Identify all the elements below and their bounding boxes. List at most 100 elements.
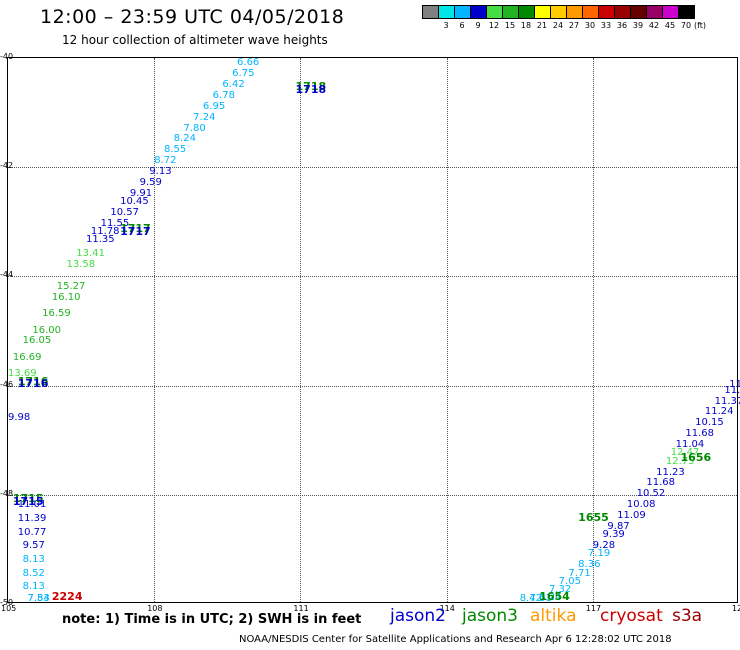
scale-label: 39 <box>632 21 644 30</box>
grid-line-lon <box>154 58 156 602</box>
scale-label: 6 <box>459 21 465 30</box>
swh-value: 8.24 <box>539 592 562 604</box>
pass-time-label: 1656 <box>680 451 712 465</box>
pass-time-label: 1654 <box>539 590 570 604</box>
pass-time-label: 1716 <box>17 374 49 388</box>
swh-value: 7.84 <box>27 593 50 604</box>
swh-value: 7.24 <box>193 111 216 123</box>
scale-label: 36 <box>616 21 628 30</box>
swh-value: 8.55 <box>163 144 187 156</box>
swh-value: 8.42 <box>519 593 542 604</box>
swh-value: 11.19 <box>724 384 740 396</box>
swh-value: 11.04 <box>675 439 705 451</box>
scale-swatch <box>646 5 663 19</box>
lat-tick-label: -42 <box>0 161 14 171</box>
scale-label: 21 <box>536 21 548 30</box>
grid-line-lon <box>446 58 448 602</box>
swh-value: 10.57 <box>110 207 139 219</box>
color-scale <box>422 5 695 19</box>
scale-label: 42 <box>648 21 660 30</box>
swh-value: 13.58 <box>66 259 96 271</box>
chart-title: 12:00 – 23:59 UTC 04/05/2018 <box>40 6 345 28</box>
pass-time-label: 1718 <box>295 79 327 93</box>
swh-value: 11.09 <box>617 510 646 522</box>
swh-value: 9.57 <box>22 540 45 552</box>
footer-credit: NOAA/NESDIS Center for Satellite Applica… <box>239 634 672 645</box>
scale-swatch <box>486 5 503 19</box>
scale-swatch <box>566 5 583 19</box>
scale-label: 12 <box>488 21 500 30</box>
swh-value: 9.91 <box>129 188 153 200</box>
scale-unit: (ft) <box>693 21 707 30</box>
swh-value: 9.39 <box>602 529 625 541</box>
scale-label: 15 <box>504 21 516 30</box>
scale-swatch <box>438 5 455 19</box>
swh-value: 11.78 <box>90 226 120 238</box>
scale-swatch <box>502 5 519 19</box>
scale-swatch <box>550 5 567 19</box>
pass-time-label: 1718 <box>295 82 327 96</box>
satellite-legend-s3a: s3a <box>672 606 703 626</box>
scale-swatch <box>630 5 647 19</box>
scale-swatch <box>470 5 487 19</box>
scale-swatch <box>454 5 471 19</box>
swh-value: 12.75 <box>665 455 695 467</box>
swh-value: 12.47 <box>670 447 700 459</box>
lat-tick-label: -40 <box>0 52 14 61</box>
lon-tick-label: 117 <box>585 604 602 613</box>
swh-value: 8.24 <box>173 133 196 145</box>
swh-value: 16.59 <box>42 308 71 320</box>
swh-value: 6.95 <box>202 100 226 112</box>
scale-label: 33 <box>600 21 612 30</box>
swh-value: 8.52 <box>22 567 45 579</box>
swh-value: 11.55 <box>100 218 130 230</box>
grid-line-lon <box>300 58 302 602</box>
swh-value: 8.36 <box>578 559 601 571</box>
scale-swatch <box>614 5 631 19</box>
swh-value: 7.19 <box>587 548 611 560</box>
lon-tick-label: 114 <box>439 604 455 613</box>
swh-value: 9.98 <box>8 411 31 423</box>
lon-tick-label: 111 <box>293 604 309 613</box>
scale-swatch <box>582 5 599 19</box>
scale-label: 9 <box>475 21 481 30</box>
swh-value: 8.72 <box>154 155 177 167</box>
scale-swatch <box>678 5 695 19</box>
swh-value: 10.08 <box>626 499 656 511</box>
swh-value: 10.52 <box>636 488 666 500</box>
scale-label: 24 <box>552 21 564 30</box>
swh-value: 7.01 <box>529 593 552 604</box>
swh-value: 11.37 <box>714 395 740 407</box>
map-area: 6.66 6.75 6.42 6.78 6.95 7.24 7.80 8.24 8.55 8.72… <box>7 57 740 604</box>
swh-value: 7.05 <box>558 575 581 587</box>
swh-value: 11.68 <box>646 477 676 489</box>
swh-value: 6.78 <box>212 89 235 101</box>
swh-value: 7.53 <box>27 593 50 604</box>
grid-line-lat <box>8 385 737 387</box>
pass-time-label: 1717 <box>120 224 151 238</box>
swh-value: 11.24 <box>704 406 734 418</box>
swh-value: 10.45 <box>120 196 149 208</box>
swh-value: 11.23 <box>656 466 685 478</box>
pass-time-label: 2224 <box>51 590 83 604</box>
scale-swatch <box>534 5 551 19</box>
scale-label: 45 <box>664 21 676 30</box>
swh-value: 9.87 <box>607 521 630 533</box>
lat-tick-label: -44 <box>0 270 14 280</box>
satellite-legend-altika: altika <box>530 606 577 626</box>
scale-swatch <box>518 5 535 19</box>
units-note: note: 1) Time is in UTC; 2) SWH is in fe… <box>62 612 362 627</box>
swh-value: 16.10 <box>51 291 81 303</box>
swh-value: 11.35 <box>85 234 115 246</box>
swh-value: 6.66 <box>237 57 260 68</box>
swh-value: 7.80 <box>183 122 206 134</box>
swh-value: 11.68 <box>685 428 715 440</box>
satellite-legend-jason3: jason3 <box>462 606 518 626</box>
swh-value: 15.27 <box>56 280 86 292</box>
swh-value: 10.77 <box>17 526 47 538</box>
satellite-legend-cryosat: cryosat <box>600 606 663 626</box>
scale-swatch <box>598 5 615 19</box>
scale-label: 27 <box>568 21 580 30</box>
lon-tick-label: 120 <box>732 604 740 613</box>
chart-subtitle: 12 hour collection of altimeter wave hei… <box>62 33 328 47</box>
